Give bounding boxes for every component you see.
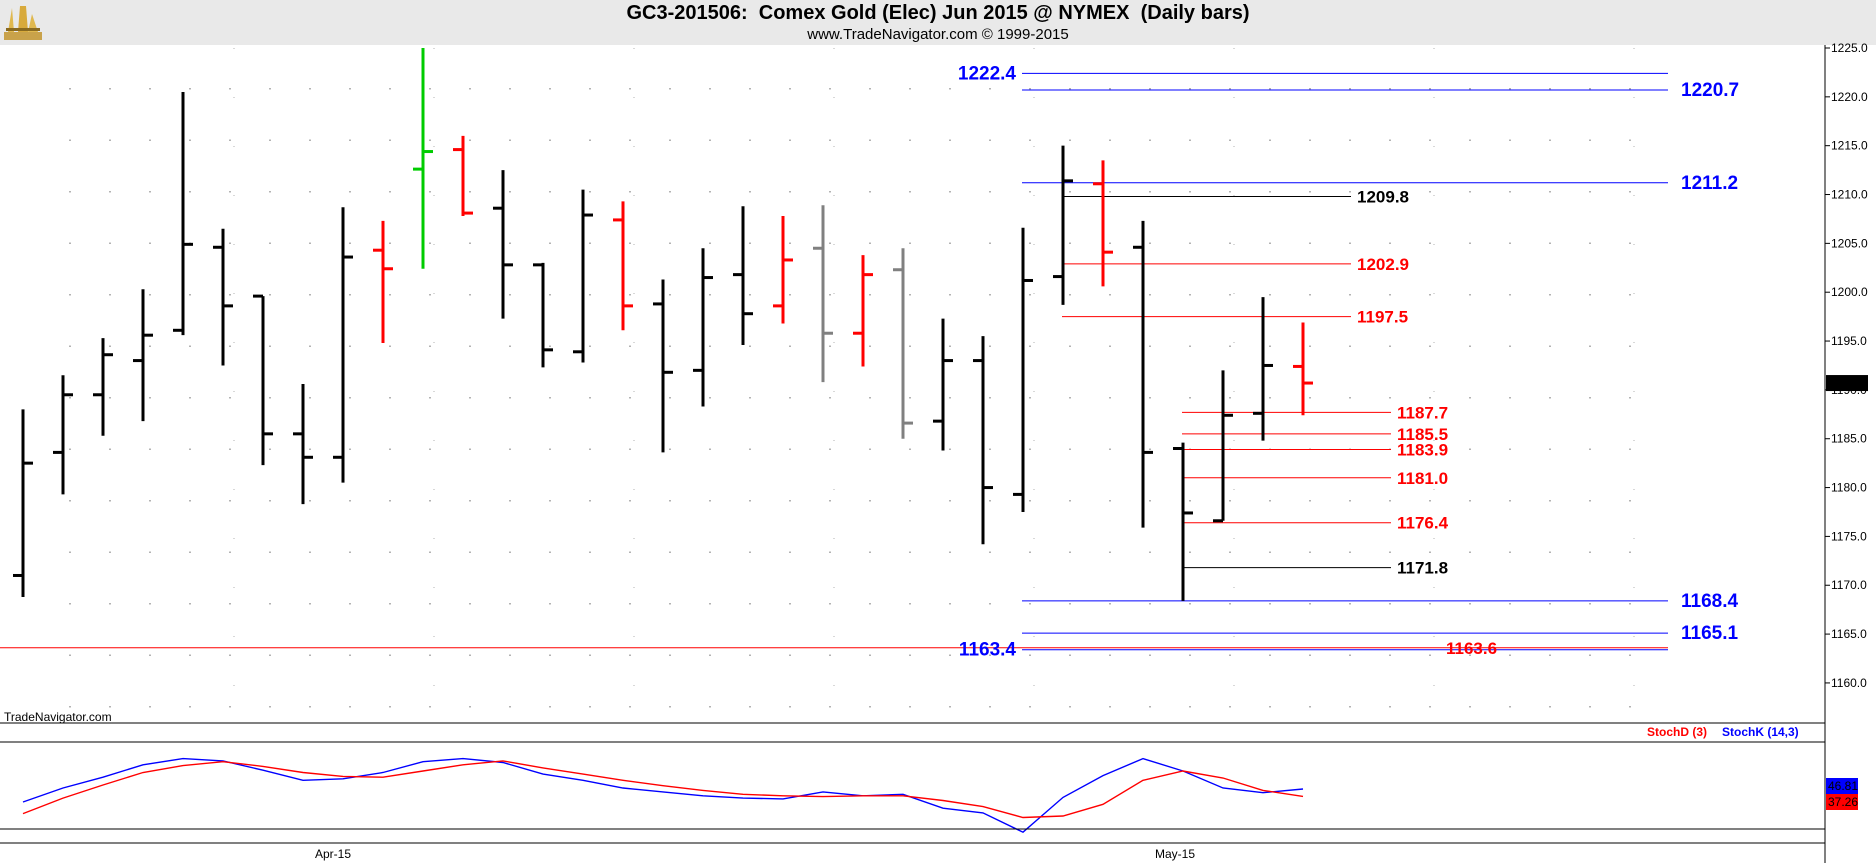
level-label: 1202.9 [1357,255,1409,274]
level-label: 1185.5 [1397,425,1448,444]
level-label: 1187.7 [1397,403,1448,422]
price-grid [69,48,1635,722]
level-label: 1181.0 [1397,469,1448,488]
level-label: 1209.8 [1357,187,1409,206]
level-label: 1163.6 [1446,639,1497,658]
stoch-value-label: 37.26 [1828,795,1858,809]
y-tick-label: 1220.0 [1831,90,1868,104]
y-tick-label: 1180.0 [1831,481,1867,495]
y-tick-label: 1185.0 [1831,432,1867,446]
x-tick-label: Apr-15 [315,847,351,861]
y-tick-label: 1170.0 [1831,578,1867,592]
level-label: 1211.2 [1681,173,1738,194]
level-lines [0,72,1668,651]
level-labels: 1222.4 1220.7 1211.2 1209.8 1202.9 1197.5 1187… [958,63,1739,660]
level-label: 1220.7 [1681,80,1739,101]
y-tick-label: 1210.0 [1831,188,1868,202]
stoch-value-box [1826,778,1858,794]
legend-stochk: StochK (14,3) [1722,725,1799,739]
y-tick-label: 1160.0 [1831,676,1867,690]
price-bars [13,48,1313,601]
level-label: 1168.4 [1681,591,1738,612]
axes: 1160.0 1165.0 1170.0 1175.0 1180.0 1185.0 1190… [0,41,1868,863]
y-tick-label: 1165.0 [1831,627,1867,641]
level-label: 1222.4 [958,63,1017,84]
last-price-box [1826,375,1868,392]
y-tick-label: 1225.0 [1831,41,1868,55]
level-label: 1176.4 [1397,514,1449,533]
stoch-line [22,760,1304,819]
y-tick-label: 1205.0 [1831,236,1868,250]
y-tick-label: 1195.0 [1831,334,1867,348]
chart-header: GC3-201506: Comex Gold (Elec) Jun 2015 @… [0,0,1876,45]
chart-subtitle: www.TradeNavigator.com © 1999-2015 [807,26,1069,43]
level-label: 1171.8 [1397,559,1448,578]
y-tick-label: 1200.0 [1831,285,1868,299]
stoch-value-label: 46.81 [1828,779,1858,793]
stoch-value-box [1826,794,1858,810]
level-label: 1163.4 [959,640,1016,661]
trade-navigator-logo-icon [4,4,44,44]
level-label: 1165.1 [1681,623,1738,644]
level-label: 1197.5 [1357,308,1408,327]
stoch-line [22,757,1304,834]
level-label: 1183.9 [1397,440,1448,459]
watermark: TradeNavigator.com [4,710,112,724]
last-price-label: 1190.7 [1829,376,1865,390]
y-tick-label: 1215.0 [1831,139,1868,153]
legend-stochd: StochD (3) [1647,725,1707,739]
x-tick-label: May-15 [1155,847,1195,861]
y-tick-label: 1175.0 [1831,529,1867,543]
stochastic-panel: 46.81 37.26 [22,757,1858,834]
chart-title: GC3-201506: Comex Gold (Elec) Jun 2015 @… [626,2,1250,24]
